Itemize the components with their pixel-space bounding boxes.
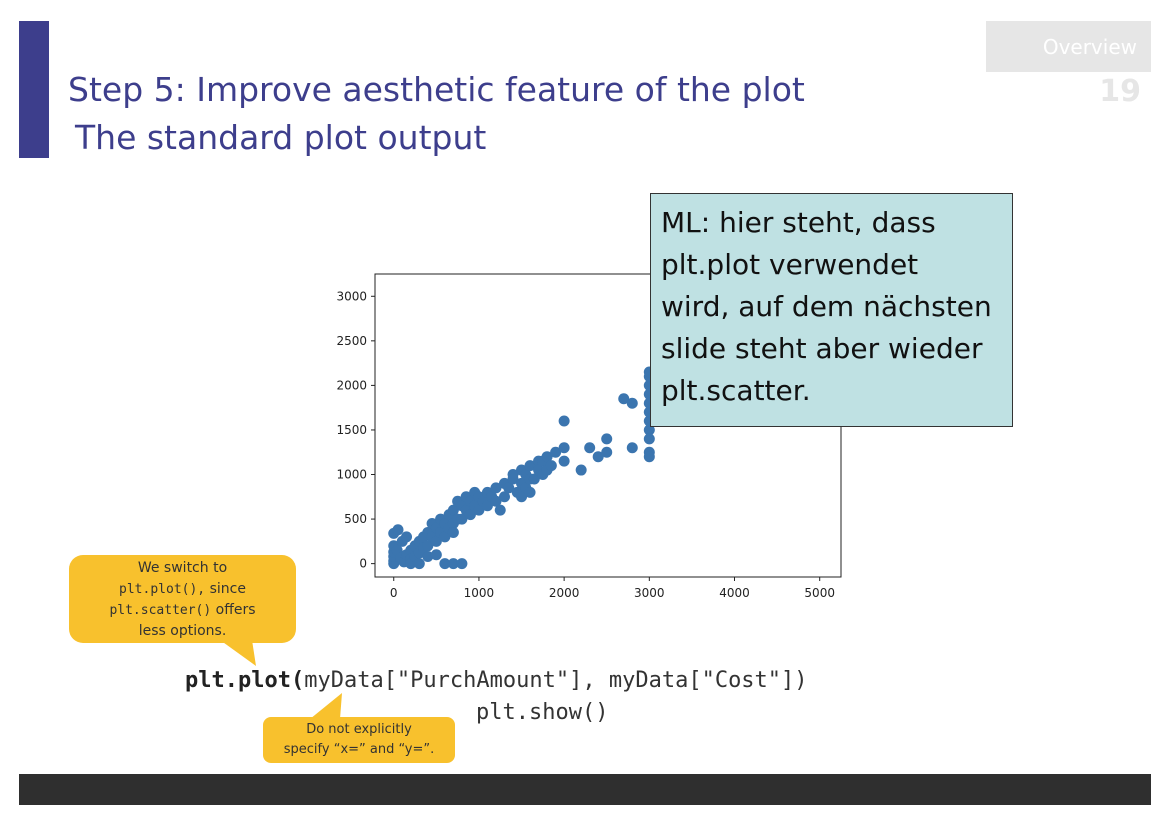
data-point xyxy=(422,540,434,552)
x-tick-label: 5000 xyxy=(804,586,835,600)
y-tick-label: 500 xyxy=(344,512,367,526)
data-point xyxy=(643,451,655,463)
callout-line: plt.scatter() offers xyxy=(69,600,296,621)
code-line-plot: plt.plot(myData["PurchAmount"], myData["… xyxy=(185,668,808,693)
callout-tail xyxy=(220,640,256,666)
x-ticks: 0 1000 2000 3000 4000 5000 xyxy=(390,577,835,600)
data-point xyxy=(626,397,638,409)
data-point xyxy=(430,535,442,547)
callout-line: Do not explicitly xyxy=(306,722,412,737)
data-point xyxy=(528,473,540,485)
x-tick-label: 2000 xyxy=(549,586,580,600)
callout-line: less options. xyxy=(138,623,227,639)
note-line: slide steht aber wieder xyxy=(661,332,983,365)
data-point xyxy=(584,442,596,454)
note-line: plt.plot verwendet xyxy=(661,248,919,281)
overview-label: Overview xyxy=(1042,34,1137,59)
x-tick-label: 3000 xyxy=(634,586,665,600)
callout-line: We switch to xyxy=(137,560,228,576)
scatter-chart: 0 1000 2000 3000 4000 5000 0 500 1000 1500 2000 25… xyxy=(336,273,842,600)
data-point xyxy=(447,558,459,570)
data-point xyxy=(601,446,613,458)
title-accent-bar xyxy=(19,21,49,158)
data-point xyxy=(490,495,502,507)
note-line: wird, auf dem nächsten xyxy=(661,290,992,323)
data-point xyxy=(430,549,442,561)
x-tick-label: 0 xyxy=(390,586,398,600)
callout-line: plt.plot(), since xyxy=(69,579,296,600)
switch-callout: We switch to plt.plot(), since plt.scatt… xyxy=(69,555,296,643)
y-tick-label: 3000 xyxy=(336,289,367,303)
x-tick-label: 4000 xyxy=(719,586,750,600)
data-point xyxy=(643,433,655,445)
data-point xyxy=(575,464,587,476)
review-note: ML: hier steht, dass plt.plot verwendet … xyxy=(650,193,1013,427)
callout-code: plt.scatter() xyxy=(109,603,212,618)
code-plot-call: plt.plot( xyxy=(185,668,305,693)
y-ticks: 0 500 1000 1500 2000 2500 3000 xyxy=(336,289,375,571)
data-point xyxy=(592,451,604,463)
data-point xyxy=(447,504,459,516)
callout-tail xyxy=(310,693,342,719)
data-point xyxy=(643,424,655,436)
data-point xyxy=(498,491,510,503)
note-line: ML: hier steht, dass xyxy=(661,206,936,239)
data-point xyxy=(601,433,613,445)
data-point xyxy=(626,442,638,454)
data-point xyxy=(490,482,502,494)
code-line-show: plt.show() xyxy=(476,700,609,725)
callout-line: specify “x=” and “y=”. xyxy=(283,742,435,757)
data-point xyxy=(392,524,404,536)
data-point xyxy=(439,558,451,570)
data-point xyxy=(464,509,476,521)
data-point xyxy=(413,558,425,570)
y-tick-label: 2000 xyxy=(336,378,367,392)
data-point xyxy=(481,500,493,512)
slide-title: Step 5: Improve aesthetic feature of the… xyxy=(68,70,805,109)
callout-text: since xyxy=(205,581,246,597)
data-point xyxy=(507,473,519,485)
data-point xyxy=(401,531,413,543)
data-point xyxy=(558,442,570,454)
y-tick-label: 1500 xyxy=(336,423,367,437)
data-point xyxy=(545,460,557,472)
no-xy-callout: Do not explicitly specify “x=” and “y=”. xyxy=(263,717,455,763)
data-point xyxy=(439,531,451,543)
data-point xyxy=(558,415,570,427)
y-tick-label: 1000 xyxy=(336,468,367,482)
y-tick-label: 2500 xyxy=(336,334,367,348)
data-point xyxy=(524,486,536,498)
data-point xyxy=(541,451,553,463)
page-number: 19 xyxy=(1099,74,1141,109)
data-point xyxy=(516,491,528,503)
overview-button[interactable]: Overview xyxy=(986,21,1151,72)
data-point xyxy=(456,513,468,525)
data-point xyxy=(524,460,536,472)
data-point xyxy=(494,504,506,516)
slide-subtitle: The standard plot output xyxy=(75,118,487,157)
data-point xyxy=(503,482,515,494)
callout-code: plt.plot(), xyxy=(119,582,206,597)
footer-bar xyxy=(19,774,1151,805)
data-point xyxy=(456,558,468,570)
chart-points xyxy=(388,366,655,570)
data-point xyxy=(473,504,485,516)
callout-text: offers xyxy=(211,602,256,618)
note-line: plt.scatter. xyxy=(661,374,811,407)
data-point xyxy=(422,551,434,563)
y-tick-label: 0 xyxy=(359,557,367,571)
data-point xyxy=(447,526,459,538)
data-point xyxy=(550,446,562,458)
data-point xyxy=(618,393,630,405)
code-plot-args: myData["PurchAmount"], myData["Cost"]) xyxy=(304,668,808,693)
x-tick-label: 1000 xyxy=(464,586,495,600)
data-point xyxy=(558,455,570,467)
